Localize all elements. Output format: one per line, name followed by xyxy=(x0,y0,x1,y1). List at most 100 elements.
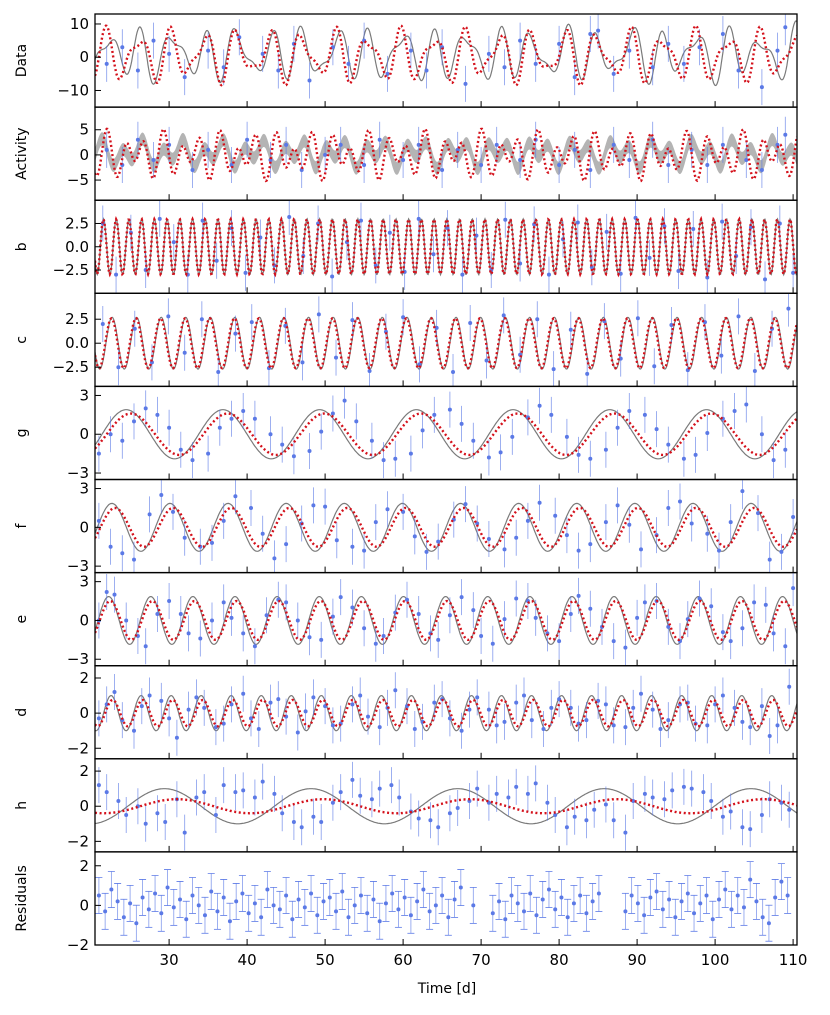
panel-d-data-point xyxy=(330,723,335,728)
panel-d-data-point xyxy=(202,705,207,710)
panel-activity-content xyxy=(95,116,797,189)
panel-g-data-point xyxy=(167,425,172,430)
panel-residuals-data-point xyxy=(766,921,771,926)
panel-h-data-point xyxy=(494,791,499,796)
panel-h-data-point xyxy=(163,820,168,825)
panel-d-data-point xyxy=(268,700,273,705)
panel-d-data-point xyxy=(775,723,780,728)
panel-residuals-data-points xyxy=(95,861,792,942)
panels-group: 10 0 −10 Data 5 0 −5 Activity 2.5 0.0 −2.5 b 2.5 0.0 −… xyxy=(14,13,798,954)
panel-f-data-point xyxy=(159,493,164,498)
panel-e-data-point xyxy=(284,600,289,605)
panel-d-data-point xyxy=(541,726,546,731)
panel-data-data-point xyxy=(167,51,172,56)
panel-b-data-point xyxy=(114,272,119,277)
panel-residuals-data-point xyxy=(559,895,564,900)
panel-h-data-point xyxy=(572,814,577,819)
panel-residuals-data-point xyxy=(660,907,665,912)
x-tick-label: 50 xyxy=(316,951,335,969)
panel-f-data-point xyxy=(108,544,113,549)
panel-g-data-point xyxy=(627,408,632,413)
panel-f-ytick-label: 3 xyxy=(79,480,89,498)
panel-e-data-point xyxy=(783,644,788,649)
panel-d-data-point xyxy=(249,716,253,721)
panel-data-data-point xyxy=(759,85,764,90)
panel-d-ytick-label: −2 xyxy=(67,739,89,757)
panel-b-data-point xyxy=(431,252,436,257)
panel-d-data-point xyxy=(467,707,472,712)
panel-residuals-data-point xyxy=(209,889,214,894)
panel-e-data-point xyxy=(338,595,343,600)
panel-g-data-point xyxy=(280,442,285,447)
panel-g-data-point xyxy=(783,447,788,452)
panel-activity-ytick-label: 0 xyxy=(79,146,89,164)
panel-b-data-point xyxy=(748,225,753,230)
panel-f-data-points xyxy=(96,479,796,573)
panel-data-frame xyxy=(94,13,798,108)
panel-f-data-point xyxy=(627,522,632,527)
panel-g-data-point xyxy=(459,421,464,426)
panel-activity-data-point xyxy=(783,132,788,137)
panel-data-data-point xyxy=(135,68,140,73)
x-axis-label: Time [d] xyxy=(417,981,477,997)
panel-b-data-point xyxy=(157,216,162,221)
panel-h-data-point xyxy=(202,790,207,795)
panel-d-data-point xyxy=(767,733,772,738)
panel-e-data-point xyxy=(295,618,300,623)
panel-e-data-point xyxy=(155,611,160,616)
panel-e-data-point xyxy=(436,637,441,642)
panel-c-data-point xyxy=(417,362,422,367)
panel-residuals-data-point xyxy=(515,901,520,906)
panel-data-data-point xyxy=(557,41,562,46)
panel-data-ytick-label: −10 xyxy=(57,81,89,99)
panel-g-data-point xyxy=(471,438,476,443)
panel-e-data-point xyxy=(490,641,495,646)
panel-data-data-point xyxy=(720,31,725,36)
panel-h-data-point xyxy=(681,784,686,789)
panel-c-data-point xyxy=(132,326,137,331)
panel-residuals-data-point xyxy=(717,897,721,902)
panel-d-data-point xyxy=(393,688,398,693)
panel-g-data-point xyxy=(510,434,515,439)
panel-data-data-point xyxy=(775,48,780,53)
panel-f-data-point xyxy=(603,520,608,525)
panel-g-data-points xyxy=(96,386,788,479)
panel-residuals-data-point xyxy=(578,893,583,898)
panel-residuals-data-point xyxy=(252,901,257,906)
panel-data-data-point xyxy=(276,68,281,73)
panel-e-ylabel: e xyxy=(14,615,30,624)
panel-residuals-data-point xyxy=(146,907,151,912)
panel-f-data-point xyxy=(424,549,429,554)
panel-data-data-point xyxy=(650,65,655,70)
panel-g-data-point xyxy=(759,432,764,437)
panel-activity-data-point xyxy=(705,162,710,167)
panel-h-data-point xyxy=(124,813,129,818)
panel-c-data-point xyxy=(736,314,741,319)
panel-residuals-data-point xyxy=(121,915,126,920)
panel-residuals-data-point xyxy=(365,911,370,916)
panel-e-data-point xyxy=(319,637,324,642)
panel-data-data-point xyxy=(346,61,351,66)
panel-d-data-point xyxy=(147,693,152,698)
panel-c-data-point xyxy=(551,367,556,372)
panel-c-fit-line xyxy=(95,316,797,370)
panel-e-data-point xyxy=(124,618,129,623)
panel-c-data-point xyxy=(149,360,154,365)
panel-g: 3 0 −3 g xyxy=(14,385,798,482)
panel-g-data-point xyxy=(681,456,686,461)
panel-g-data-point xyxy=(744,402,749,407)
panel-data-model-line xyxy=(95,20,797,87)
panel-g-data-point xyxy=(132,419,136,424)
panel-d-data-point xyxy=(713,702,718,707)
panel-f-data-point xyxy=(564,533,569,538)
panel-residuals-data-point xyxy=(704,893,709,898)
panel-g-data-point xyxy=(291,454,296,459)
panel-residuals-data-point xyxy=(340,889,345,894)
panel-residuals-data-point xyxy=(290,917,295,922)
panel-b-content xyxy=(95,200,797,294)
panel-d-data-point xyxy=(549,705,554,710)
panel-residuals-data-point xyxy=(315,913,320,918)
panel-b-data-point xyxy=(373,263,378,268)
panel-activity-data-point xyxy=(775,142,780,147)
panel-f-data-point xyxy=(147,512,152,517)
